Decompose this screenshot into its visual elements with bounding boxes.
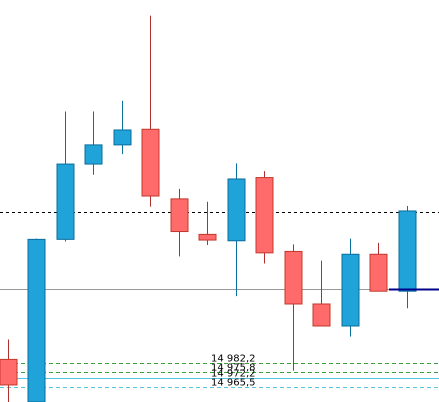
candle-12 [312, 260, 331, 327]
labels-layer: 14 982,214 975,814 972,214 965,5 [211, 354, 256, 389]
candle-11 [284, 244, 303, 371]
level-label-5: 14 972,2 [211, 369, 256, 380]
candle-body-12 [312, 303, 331, 327]
candle-4 [84, 111, 103, 175]
candle-10 [255, 171, 274, 264]
candle-8 [198, 201, 217, 246]
candle-body-2 [27, 238, 46, 402]
candle-body-4 [84, 144, 103, 165]
candle-13 [341, 238, 360, 337]
overlay-layer [389, 288, 439, 291]
candle-body-1 [0, 358, 18, 386]
candle-body-8 [198, 233, 217, 241]
candle-body-15 [398, 210, 417, 292]
candle-body-9 [227, 178, 246, 242]
level-label-3: 14 982,2 [211, 354, 256, 365]
candle-body-5 [113, 129, 132, 146]
candle-7 [170, 188, 189, 257]
candle-14 [369, 242, 388, 292]
level-label-6: 14 965,5 [211, 378, 256, 389]
candle-3 [56, 111, 75, 242]
candle-6 [141, 15, 160, 207]
candle-15 [398, 205, 417, 309]
candle-9 [227, 163, 246, 297]
candle-body-6 [141, 128, 160, 197]
candle-2 [27, 238, 46, 402]
candle-body-14 [369, 253, 388, 292]
candle-body-10 [255, 177, 274, 254]
candles-layer [0, 15, 417, 402]
candle-body-3 [56, 163, 75, 240]
candle-5 [113, 100, 132, 155]
candle-1 [0, 339, 18, 402]
level-label-4: 14 975,8 [211, 363, 256, 374]
candle-body-13 [341, 253, 360, 327]
candle-body-11 [284, 250, 303, 305]
candle-body-7 [170, 198, 189, 233]
